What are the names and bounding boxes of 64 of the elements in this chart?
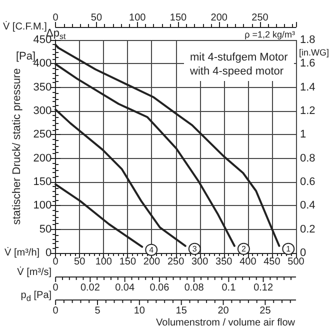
text: 0.02 (80, 282, 100, 294)
y2-tick-label: 0.2 (300, 223, 316, 236)
x-tick-label: 200 (143, 256, 161, 268)
x-tick-label: 300 (191, 256, 209, 268)
annotation: with 4-speed motor (189, 66, 284, 78)
text: 25 (260, 306, 272, 316)
y-tick-label: 0 (45, 247, 52, 259)
x2-axis-title: V̇ [C.F.M.] (2, 20, 48, 32)
text: V̇ [m³/s] (17, 267, 52, 279)
x-tick-label: 150 (119, 256, 136, 268)
annotation: mit 4-stufgem Motor (190, 52, 288, 64)
y2-tick-label: 1.4 (300, 81, 316, 94)
y2-tick-label: 1.6 (300, 58, 316, 70)
y-tick-label: 200 (33, 152, 52, 164)
x-tick-label: 350 (216, 256, 233, 268)
x2-tick-label: 0 (52, 12, 59, 24)
text: p$_{d}$ [Pa] (20, 290, 52, 304)
series-label: 4 (149, 245, 154, 254)
y2-tick-label: 0.4 (300, 200, 316, 212)
y-tick-label: 50 (39, 223, 52, 236)
y-tick-label: 350 (33, 81, 52, 94)
series-label: 1 (286, 244, 292, 254)
y2-tick-label: 1 (300, 128, 306, 141)
y-tick-label: 150 (33, 176, 52, 188)
y2-tick-label: 0.6 (300, 176, 316, 188)
y-axis-title: statischer Druck/ static pressure (10, 68, 23, 225)
y2-tick-label: 1.8 (300, 34, 316, 46)
y-tick-label: 250 (33, 128, 52, 141)
text: 0 (52, 282, 59, 294)
x2-tick-label: 100 (129, 12, 146, 24)
series-label: 2 (241, 244, 246, 254)
x2-tick-label: 50 (90, 12, 102, 24)
y-tick-label: 400 (33, 58, 52, 70)
text: 15 (176, 306, 188, 316)
y2-axis-title: [in.WG] (299, 48, 330, 58)
series-label: 3 (192, 244, 198, 254)
x-tick-label: 500 (288, 256, 305, 268)
y-tick-label: 300 (33, 105, 52, 117)
text: Volumenstrom / volume air flow (156, 318, 296, 328)
x2-tick-label: 250 (252, 12, 269, 24)
x-tick-label: 250 (167, 256, 185, 268)
text: 10 (134, 306, 146, 316)
text: 0 (52, 306, 59, 316)
text: 0.04 (115, 282, 135, 294)
text: ρ =1,2 kg/m³ (244, 30, 296, 40)
text: 20 (218, 306, 230, 316)
y2-tick-label: 0.8 (300, 152, 316, 164)
x-tick-label: 50 (74, 256, 86, 268)
x-tick-label: 0 (52, 256, 59, 268)
text: 0.08 (184, 282, 204, 294)
x2-tick-label: 150 (170, 12, 188, 24)
text: 0.12 (254, 282, 274, 294)
text: 5 (94, 306, 101, 316)
y2-tick-label: 1.2 (300, 105, 316, 117)
x-tick-label: 100 (95, 256, 112, 268)
x-tick-label: 400 (240, 256, 257, 268)
y-tick-label: 100 (33, 200, 52, 212)
text: 0.06 (150, 282, 170, 294)
text: 0.1 (222, 282, 236, 294)
x-tick-label: 450 (264, 256, 281, 268)
text: [Pa] (16, 50, 36, 62)
y2-tick-label: 0 (300, 247, 306, 259)
x2-tick-label: 200 (210, 12, 228, 24)
x-axis-title: V̇ [m³/h] (4, 246, 40, 258)
